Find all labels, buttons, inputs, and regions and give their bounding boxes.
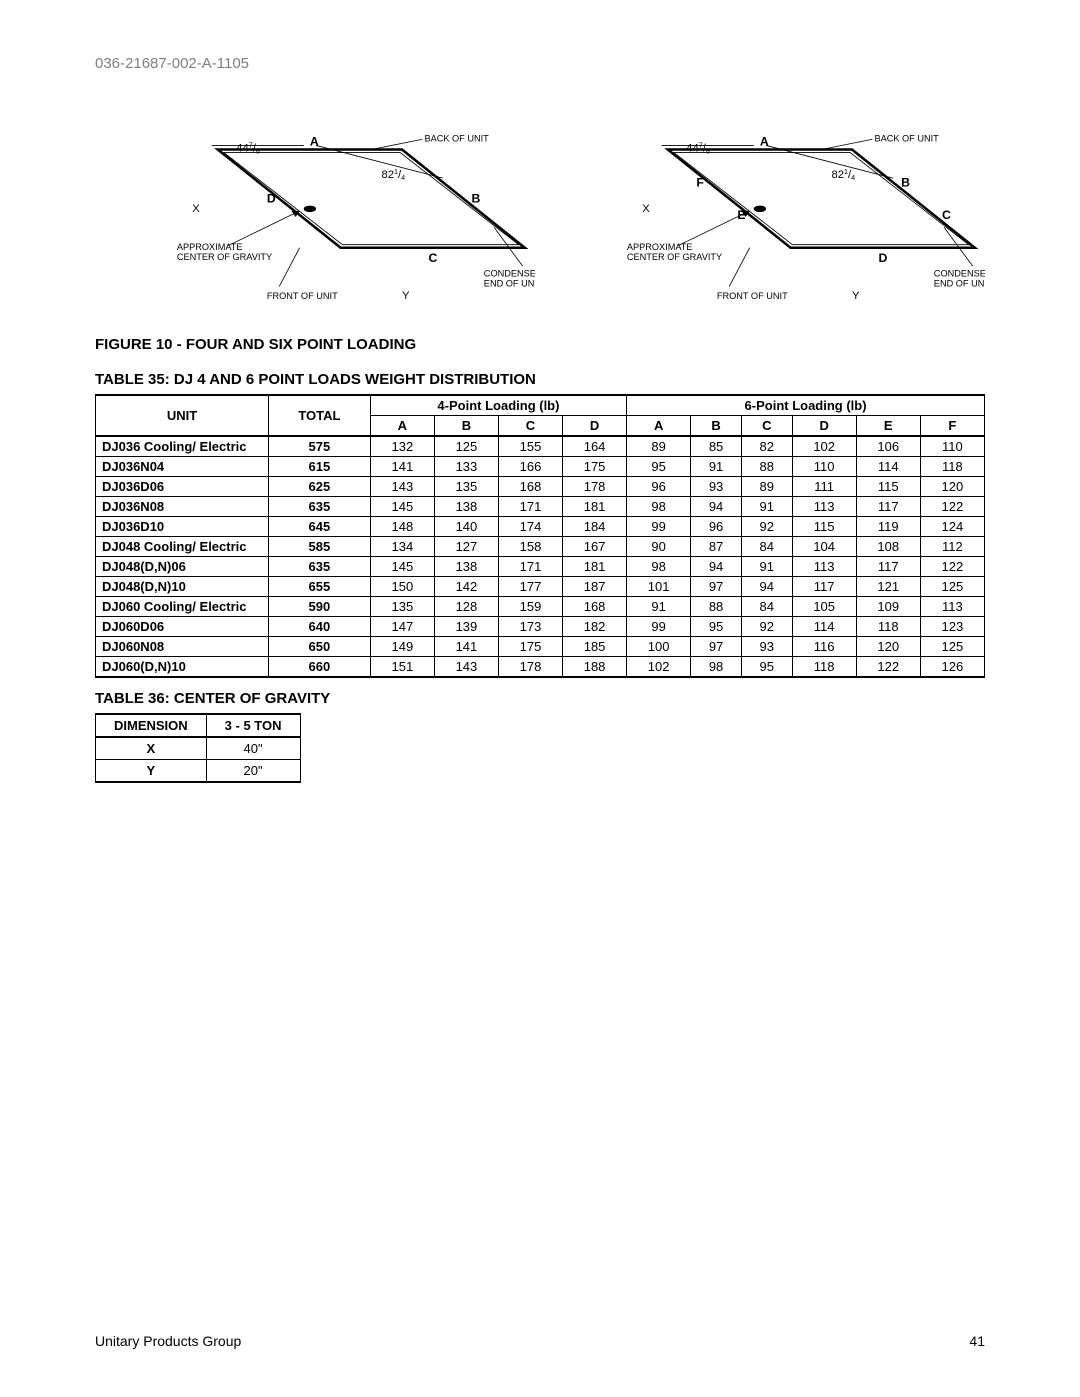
svg-text:END OF UNIT: END OF UNIT bbox=[484, 279, 535, 289]
svg-text:D: D bbox=[267, 192, 276, 206]
table-row: DJ048(D,N)066351451381711819894911131171… bbox=[96, 557, 985, 577]
svg-text:X: X bbox=[192, 203, 200, 215]
table36-title: TABLE 36: CENTER OF GRAVITY bbox=[95, 690, 985, 707]
table-row: Y20" bbox=[96, 760, 301, 783]
figure-title: FIGURE 10 - FOUR AND SIX POINT LOADING bbox=[95, 336, 985, 353]
cog-table: DIMENSION 3 - 5 TON X40"Y20" bbox=[95, 713, 301, 783]
table-row: DJ060N086501491411751851009793116120125 bbox=[96, 637, 985, 657]
svg-text:Y: Y bbox=[402, 290, 410, 302]
svg-text:CENTER OF GRAVITY: CENTER OF GRAVITY bbox=[627, 252, 722, 262]
svg-text:FRONT OF UNIT: FRONT OF UNIT bbox=[267, 291, 338, 301]
loads-table: UNIT TOTAL 4-Point Loading (lb) 6-Point … bbox=[95, 394, 985, 678]
document-id: 036-21687-002-A-1105 bbox=[95, 55, 985, 72]
subcol-A: A bbox=[627, 416, 691, 437]
table-row: DJ036D06625143135168178969389111115120 bbox=[96, 477, 985, 497]
loading-diagrams: 447/8821/4BACK OF UNITCONDENSER COILEND … bbox=[95, 127, 985, 326]
subcol-D: D bbox=[792, 416, 856, 437]
col-6pt: 6-Point Loading (lb) bbox=[627, 395, 985, 416]
svg-text:APPROXIMATE: APPROXIMATE bbox=[177, 242, 243, 252]
col-range: 3 - 5 TON bbox=[206, 714, 300, 737]
svg-text:E: E bbox=[737, 208, 745, 222]
svg-text:C: C bbox=[942, 208, 951, 222]
footer-right: 41 bbox=[969, 1333, 985, 1349]
table-row: DJ060D06640147139173182999592114118123 bbox=[96, 617, 985, 637]
table-row: DJ048 Cooling/ Electric58513412715816790… bbox=[96, 537, 985, 557]
svg-text:FRONT OF UNIT: FRONT OF UNIT bbox=[717, 291, 788, 301]
svg-text:C: C bbox=[429, 251, 438, 265]
col-total: TOTAL bbox=[269, 395, 371, 436]
svg-text:CONDENSER COIL: CONDENSER COIL bbox=[484, 268, 535, 278]
col-unit: UNIT bbox=[96, 395, 269, 436]
svg-text:CENTER OF GRAVITY: CENTER OF GRAVITY bbox=[177, 252, 272, 262]
six-point-diagram: 447/8 821/4 BACK OF UNIT CONDENSER COILEND … bbox=[545, 127, 985, 326]
table-row: DJ036 Cooling/ Electric57513212515516489… bbox=[96, 436, 985, 457]
subcol-C: C bbox=[498, 416, 562, 437]
svg-text:CONDENSER COIL: CONDENSER COIL bbox=[934, 268, 985, 278]
subcol-D: D bbox=[563, 416, 627, 437]
subcol-F: F bbox=[920, 416, 984, 437]
svg-text:A: A bbox=[760, 134, 769, 148]
table35-title: TABLE 35: DJ 4 AND 6 POINT LOADS WEIGHT … bbox=[95, 371, 985, 388]
col-4pt: 4-Point Loading (lb) bbox=[370, 395, 626, 416]
svg-text:X: X bbox=[642, 203, 650, 215]
table-row: DJ060 Cooling/ Electric59013512815916891… bbox=[96, 597, 985, 617]
table-row: X40" bbox=[96, 737, 301, 760]
svg-text:821/4: 821/4 bbox=[832, 168, 856, 182]
four-point-diagram: 447/8 821/4 BACK OF UNIT CONDENSER COILEND … bbox=[95, 127, 535, 326]
table-row: DJ048(D,N)106551501421771871019794117121… bbox=[96, 577, 985, 597]
col-dimension: DIMENSION bbox=[96, 714, 207, 737]
table-row: DJ036N04615141133166175959188110114118 bbox=[96, 457, 985, 477]
svg-text:BACK OF UNIT: BACK OF UNIT bbox=[424, 133, 489, 143]
subcol-E: E bbox=[856, 416, 920, 437]
svg-text:D: D bbox=[879, 251, 888, 265]
svg-text:A: A bbox=[310, 134, 319, 148]
subcol-C: C bbox=[741, 416, 792, 437]
svg-text:END OF UNIT: END OF UNIT bbox=[934, 279, 985, 289]
subcol-B: B bbox=[434, 416, 498, 437]
svg-text:B: B bbox=[472, 192, 481, 206]
table-row: DJ060(D,N)106601511431781881029895118122… bbox=[96, 657, 985, 678]
svg-text:447/8: 447/8 bbox=[686, 141, 710, 155]
table-row: DJ036D10645148140174184999692115119124 bbox=[96, 517, 985, 537]
svg-text:F: F bbox=[696, 175, 704, 189]
svg-text:APPROXIMATE: APPROXIMATE bbox=[627, 242, 693, 252]
svg-text:447/8: 447/8 bbox=[236, 141, 260, 155]
svg-text:821/4: 821/4 bbox=[382, 168, 406, 182]
svg-text:B: B bbox=[901, 175, 910, 189]
subcol-B: B bbox=[691, 416, 742, 437]
subcol-A: A bbox=[370, 416, 434, 437]
table-row: DJ036N08635145138171181989491113117122 bbox=[96, 497, 985, 517]
footer-left: Unitary Products Group bbox=[95, 1333, 241, 1349]
svg-text:BACK OF UNIT: BACK OF UNIT bbox=[874, 133, 939, 143]
svg-text:Y: Y bbox=[852, 290, 860, 302]
